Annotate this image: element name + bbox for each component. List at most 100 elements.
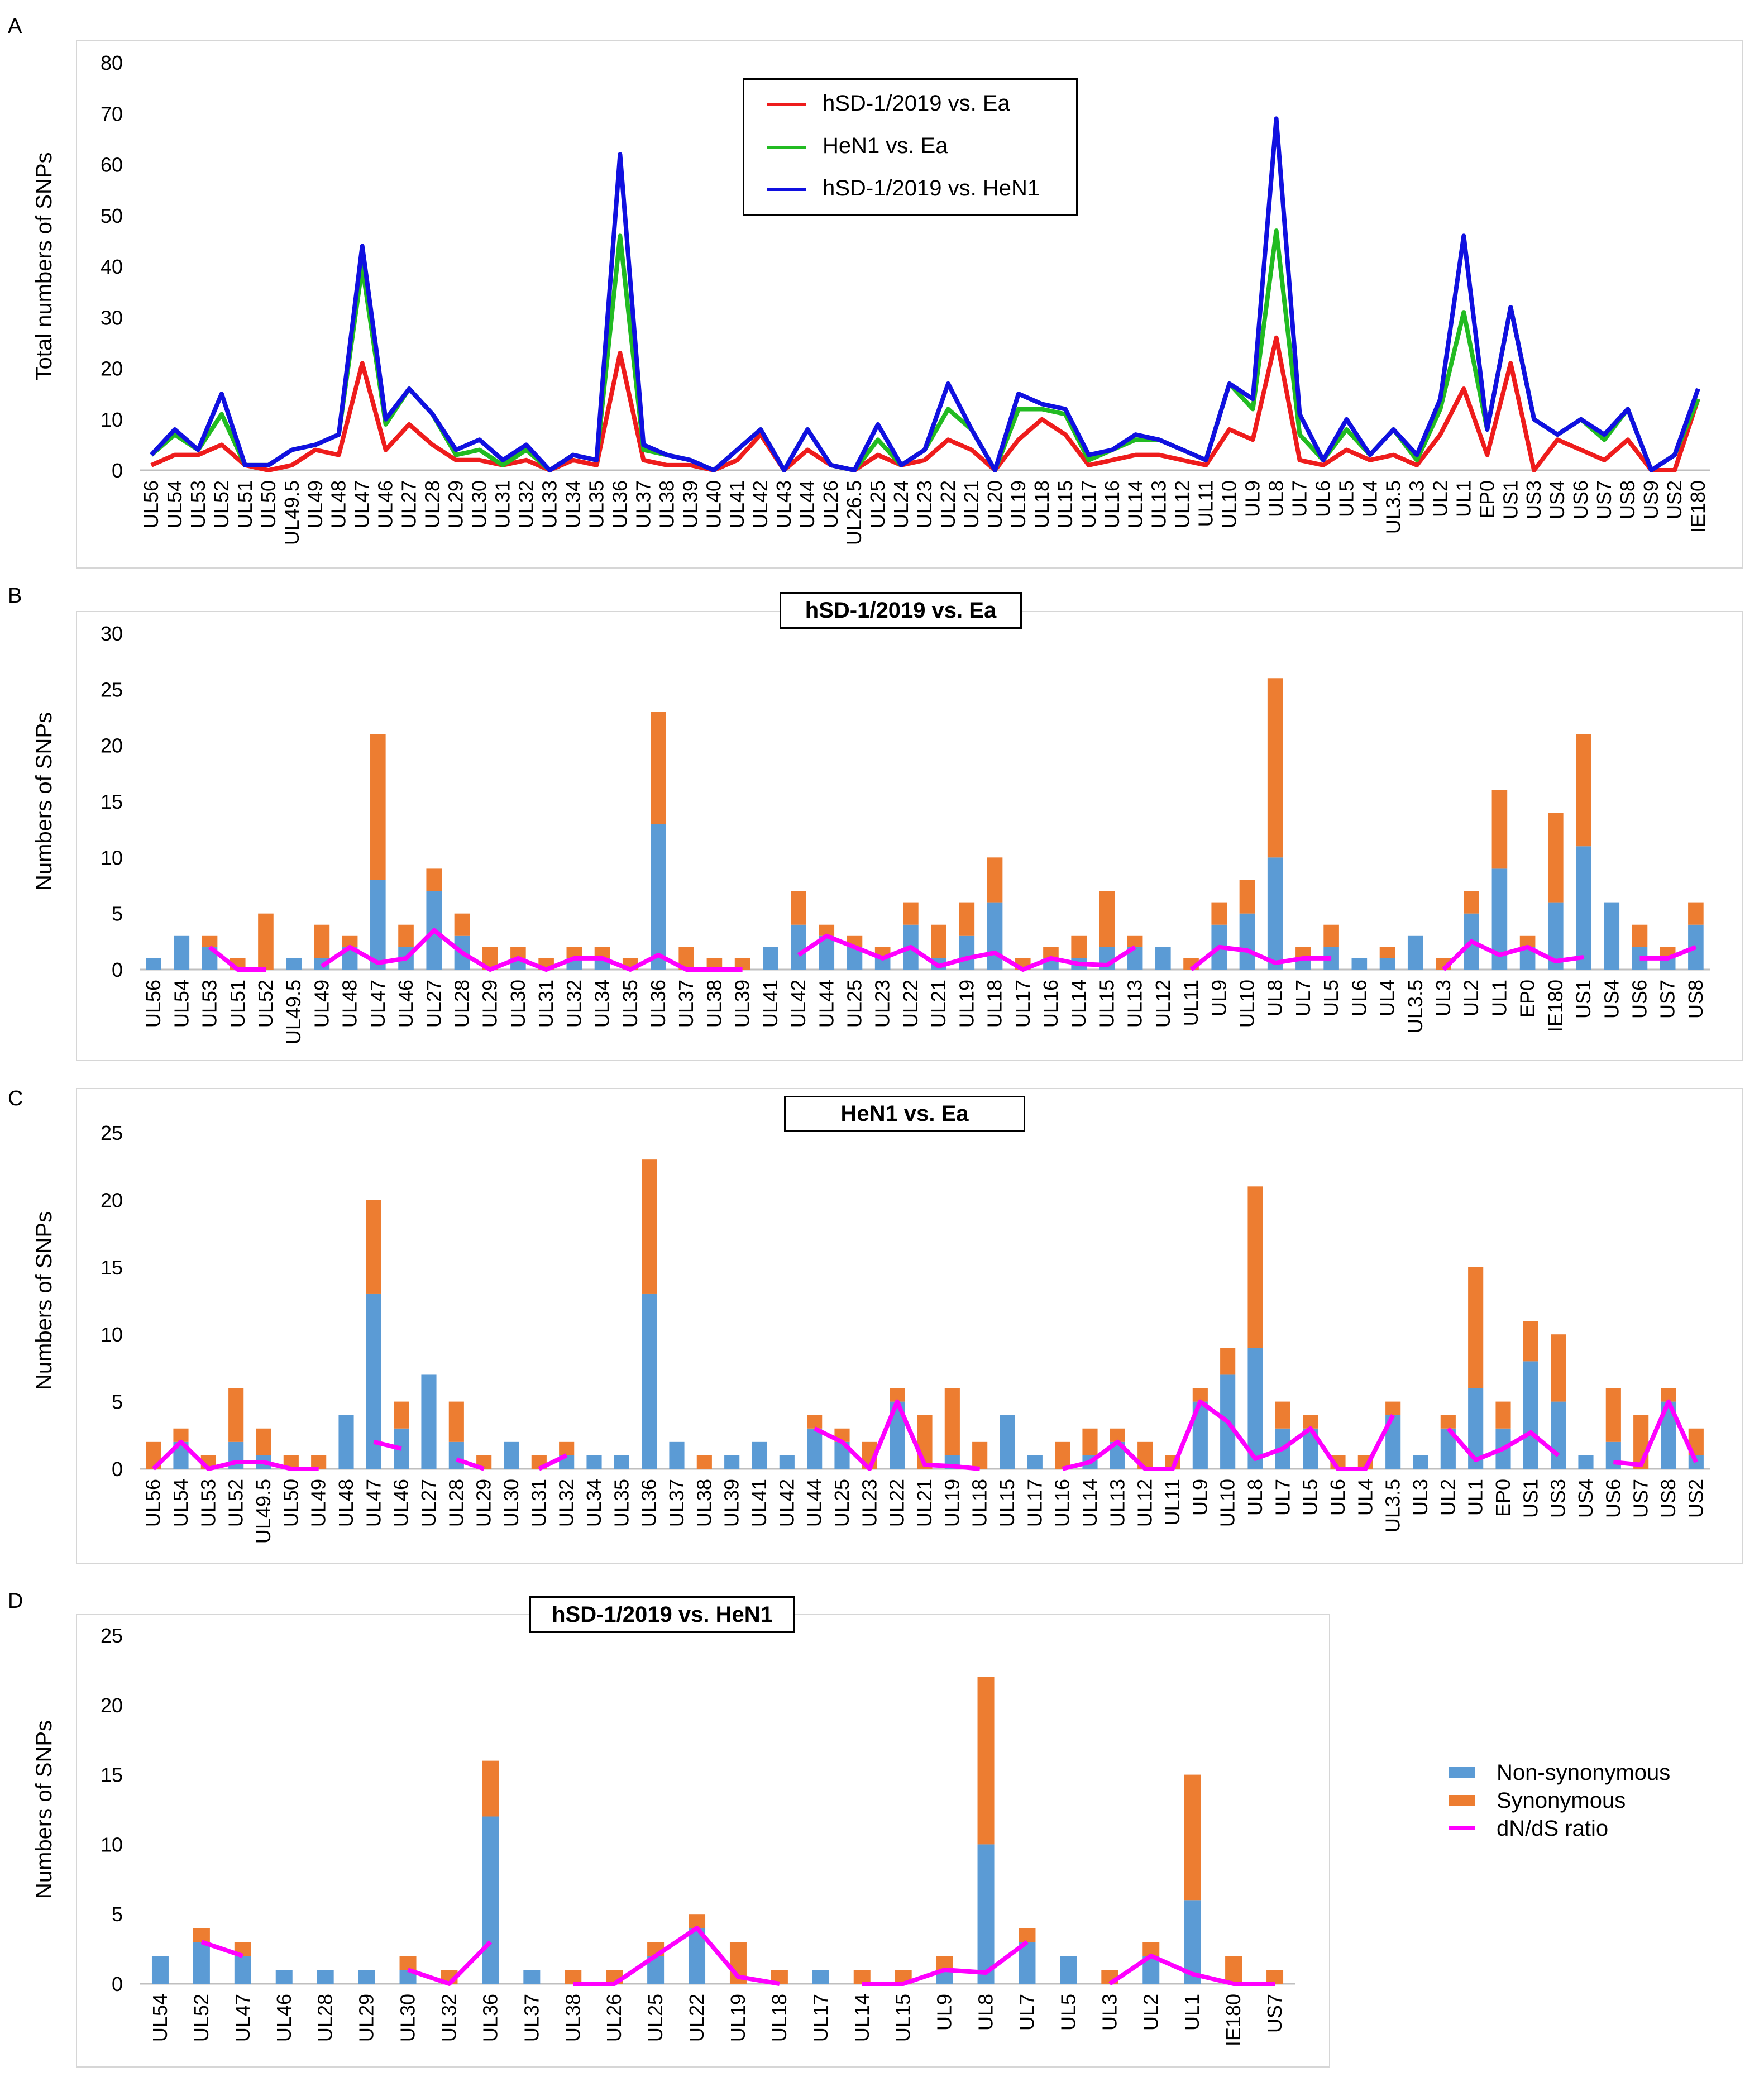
d-ytick-label-0: 0 <box>112 1973 123 1995</box>
d-bar-syn-20 <box>977 1677 995 1845</box>
c-bar-syn-45 <box>1385 1401 1401 1415</box>
a-ytick-label-20: 20 <box>101 357 123 380</box>
b-bar-syn-33 <box>1071 935 1087 958</box>
a-xtick-label-15: UL31 <box>491 480 514 528</box>
b-bar-syn-42 <box>1323 924 1339 947</box>
a-xtick-label-11: UL27 <box>398 480 420 528</box>
a-xtick-label-9: UL47 <box>351 480 374 528</box>
a-xtick-label-56: UL1 <box>1452 480 1475 517</box>
c-bar-nonsyn-16 <box>586 1455 602 1469</box>
d-bar-syn-17 <box>853 1970 871 1984</box>
b-xtick-label-48: UL1 <box>1488 980 1510 1016</box>
a-xtick-label-50: UL6 <box>1311 480 1334 517</box>
d-bar-nonsyn-20 <box>977 1844 995 1984</box>
b-xtick-label-28: UL21 <box>927 980 950 1028</box>
a-ytick-label-0: 0 <box>112 459 123 482</box>
d-bar-syn-13 <box>689 1914 706 1928</box>
c-xtick-label-2: UL53 <box>197 1479 219 1527</box>
c-bar-nonsyn-50 <box>1523 1361 1538 1469</box>
b-xtick-label-42: UL5 <box>1320 980 1342 1016</box>
a-ytick-label-30: 30 <box>101 306 123 329</box>
b-bar-syn-51 <box>1576 734 1591 847</box>
a-xtick-label-31: UL25 <box>866 480 889 528</box>
c-xtick-label-43: UL6 <box>1326 1479 1349 1516</box>
a-xtick-label-23: UL39 <box>678 480 701 528</box>
b-ytick-label-5: 5 <box>112 903 123 925</box>
c-xtick-label-7: UL48 <box>334 1479 357 1527</box>
c-bar-syn-15 <box>559 1441 575 1455</box>
c-bar-syn-53 <box>1605 1388 1621 1442</box>
d-xtick-label-1: UL52 <box>190 1994 213 2042</box>
c-ratio-line-3 <box>538 1453 568 1471</box>
a-xtick-label-61: US6 <box>1569 480 1592 519</box>
b-xtick-label-26: UL23 <box>871 980 894 1028</box>
b-xtick-label-21: UL39 <box>731 980 754 1028</box>
d-ratio-line-3 <box>862 1940 1029 1986</box>
chart-d-title: hSD-1/2019 vs. HeN1 <box>529 1596 795 1633</box>
a-xtick-label-35: UL21 <box>960 480 983 528</box>
c-xtick-label-15: UL32 <box>555 1479 578 1527</box>
c-xtick-label-27: UL22 <box>886 1479 909 1527</box>
a-xtick-label-65: US2 <box>1663 480 1686 519</box>
b-ytick-label-10: 10 <box>101 846 123 869</box>
c-bar-syn-47 <box>1440 1415 1456 1429</box>
c-bar-nonsyn-51 <box>1551 1401 1566 1469</box>
b-bar-syn-30 <box>987 857 1003 903</box>
b-bar-nonsyn-54 <box>1660 958 1676 970</box>
c-ytick-label-10: 10 <box>101 1323 123 1346</box>
b-bar-syn-9 <box>398 924 414 947</box>
c-xtick-label-12: UL29 <box>472 1479 495 1527</box>
c-xtick-label-49: EP0 <box>1491 1479 1514 1517</box>
legend-d: Non-synonymous Synonymous dN/dS ratio <box>1449 1759 1761 1854</box>
c-bar-nonsyn-10 <box>421 1374 437 1469</box>
d-xtick-label-3: UL46 <box>273 1994 295 2042</box>
b-bar-syn-29 <box>959 902 975 936</box>
b-bar-syn-49 <box>1519 935 1536 947</box>
c-bar-nonsyn-23 <box>779 1455 795 1469</box>
d-ratio-line-0 <box>200 1940 244 1958</box>
c-bar-nonsyn-52 <box>1578 1455 1594 1469</box>
c-ratio-line-0 <box>151 1439 319 1471</box>
c-xtick-label-16: UL34 <box>582 1479 605 1527</box>
d-bar-syn-8 <box>482 1760 499 1817</box>
c-xtick-label-32: UL17 <box>1023 1479 1046 1527</box>
legend-a-line-blue <box>767 188 806 191</box>
b-xtick-label-35: UL13 <box>1124 980 1146 1028</box>
chart-b-title: hSD-1/2019 vs. Ea <box>780 592 1022 629</box>
c-bar-syn-24 <box>807 1415 823 1429</box>
d-xtick-label-4: UL28 <box>314 1994 337 2042</box>
b-bar-nonsyn-43 <box>1351 958 1368 970</box>
legend-a-line-green <box>767 146 806 149</box>
panel-letter-d: D <box>8 1589 23 1613</box>
a-xtick-label-42: UL14 <box>1124 480 1147 528</box>
panel-c-frame <box>76 1088 1743 1564</box>
d-xtick-label-10: UL38 <box>561 1994 584 2042</box>
d-bar-nonsyn-9 <box>523 1970 541 1984</box>
c-xtick-label-46: UL3 <box>1409 1479 1432 1516</box>
legend-d-label-nonsyn: Non-synonymous <box>1497 1760 1671 1785</box>
b-xtick-label-33: UL14 <box>1067 980 1090 1028</box>
c-xtick-label-0: UL56 <box>142 1479 165 1527</box>
b-bar-syn-55 <box>1688 902 1704 925</box>
a-xtick-label-48: UL8 <box>1265 480 1288 517</box>
b-xtick-label-46: UL3 <box>1432 980 1455 1016</box>
a-xtick-label-66: IE180 <box>1686 480 1709 533</box>
b-ratio-line-5 <box>1639 945 1697 961</box>
b-xtick-label-32: UL16 <box>1039 980 1062 1028</box>
c-bar-nonsyn-46 <box>1413 1455 1428 1469</box>
b-ytick-label-20: 20 <box>101 734 123 757</box>
d-bar-syn-1 <box>193 1928 210 1942</box>
d-ratio-line-2 <box>573 1926 780 1986</box>
c-xtick-label-17: UL35 <box>610 1479 633 1527</box>
a-xtick-label-27: UL43 <box>772 480 795 528</box>
b-xtick-label-51: US1 <box>1572 980 1595 1019</box>
c-xtick-label-24: UL44 <box>803 1479 826 1527</box>
d-xtick-label-11: UL26 <box>603 1994 625 2042</box>
d-bar-nonsyn-3 <box>275 1970 293 1984</box>
b-bar-syn-34 <box>1099 891 1115 947</box>
b-xtick-label-12: UL29 <box>479 980 501 1028</box>
c-xtick-label-23: UL42 <box>775 1479 798 1527</box>
c-xtick-label-20: UL38 <box>692 1479 715 1527</box>
d-xtick-label-18: UL15 <box>892 1994 915 2042</box>
b-bar-nonsyn-39 <box>1239 913 1255 970</box>
